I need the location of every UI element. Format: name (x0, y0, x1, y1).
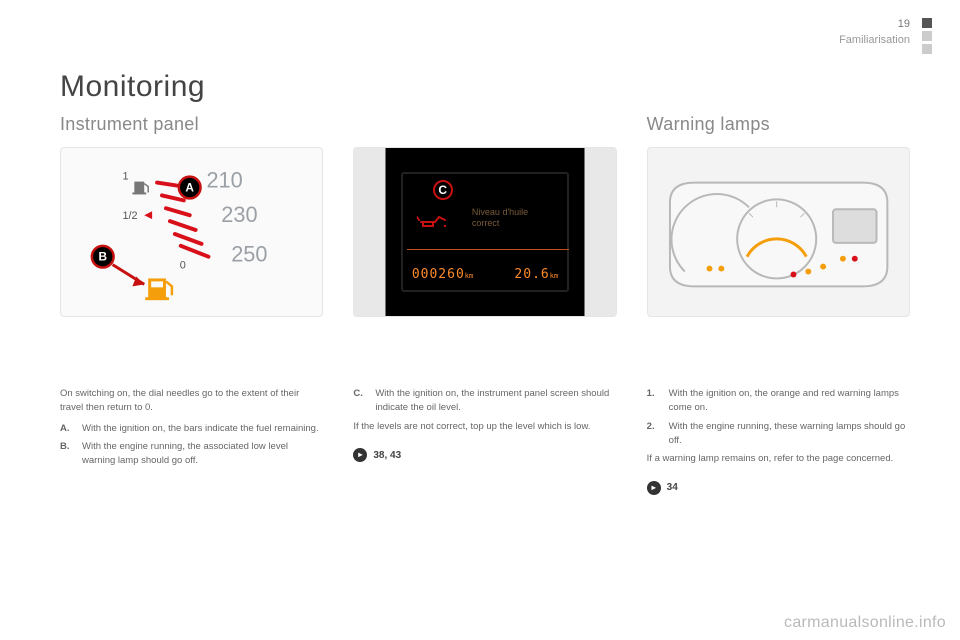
caption-intro: On switching on, the dial needles go to … (60, 387, 323, 416)
badge-a: A (179, 177, 201, 199)
odometer-value: 000260km (412, 267, 473, 282)
oil-can-icon (417, 212, 451, 230)
svg-text:1/2: 1/2 (122, 210, 137, 222)
trip-value: 20.6km (514, 267, 558, 282)
caption-item-c: C. With the ignition on, the instrument … (353, 387, 616, 416)
page-ref-right: ▸ 34 (647, 480, 910, 495)
gauge-num-250: 250 (231, 242, 267, 267)
caption-item-b: B. With the engine running, the associat… (60, 440, 323, 469)
caption-item-a: A. With the ignition on, the bars indica… (60, 422, 323, 436)
svg-text:B: B (98, 250, 107, 264)
figure-oil-level-screen: C Niveau d'huile correct 000260km 20.6km (353, 147, 616, 317)
watermark: carmanualsonline.info (784, 614, 946, 632)
section-name: Familiarisation (839, 34, 910, 46)
badge-c: C (433, 180, 453, 200)
page-number: 19 (839, 18, 910, 30)
heading-warning-lamps: Warning lamps (647, 114, 910, 135)
caption-item-2: 2. With the engine running, these warnin… (647, 420, 910, 449)
page-title: Monitoring (60, 70, 910, 104)
figure-warning-lamps (647, 147, 910, 317)
gauge-num-230: 230 (221, 202, 257, 227)
caption-tail-middle: If the levels are not correct, top up th… (353, 420, 616, 434)
gauge-num-210: 210 (206, 168, 242, 193)
heading-instrument-panel: Instrument panel (60, 114, 323, 135)
tab-marks (922, 18, 932, 57)
fuel-pump-icon (132, 182, 148, 195)
oil-status-text: Niveau d'huile correct (472, 207, 528, 229)
figure-fuel-gauge: 210 230 250 1 1/2 0 (60, 147, 323, 317)
svg-text:0: 0 (180, 260, 186, 272)
svg-text:A: A (185, 180, 194, 194)
badge-b: B (92, 246, 114, 268)
page-ref-middle: ▸ 38, 43 (353, 448, 616, 463)
caption-item-1: 1. With the ignition on, the orange and … (647, 387, 910, 416)
caption-tail-right: If a warning lamp remains on, refer to t… (647, 452, 910, 466)
fuel-pump-low-icon (145, 278, 172, 300)
arrow-icon: ▸ (353, 448, 367, 462)
svg-text:1: 1 (122, 171, 128, 183)
arrow-icon: ▸ (647, 481, 661, 495)
